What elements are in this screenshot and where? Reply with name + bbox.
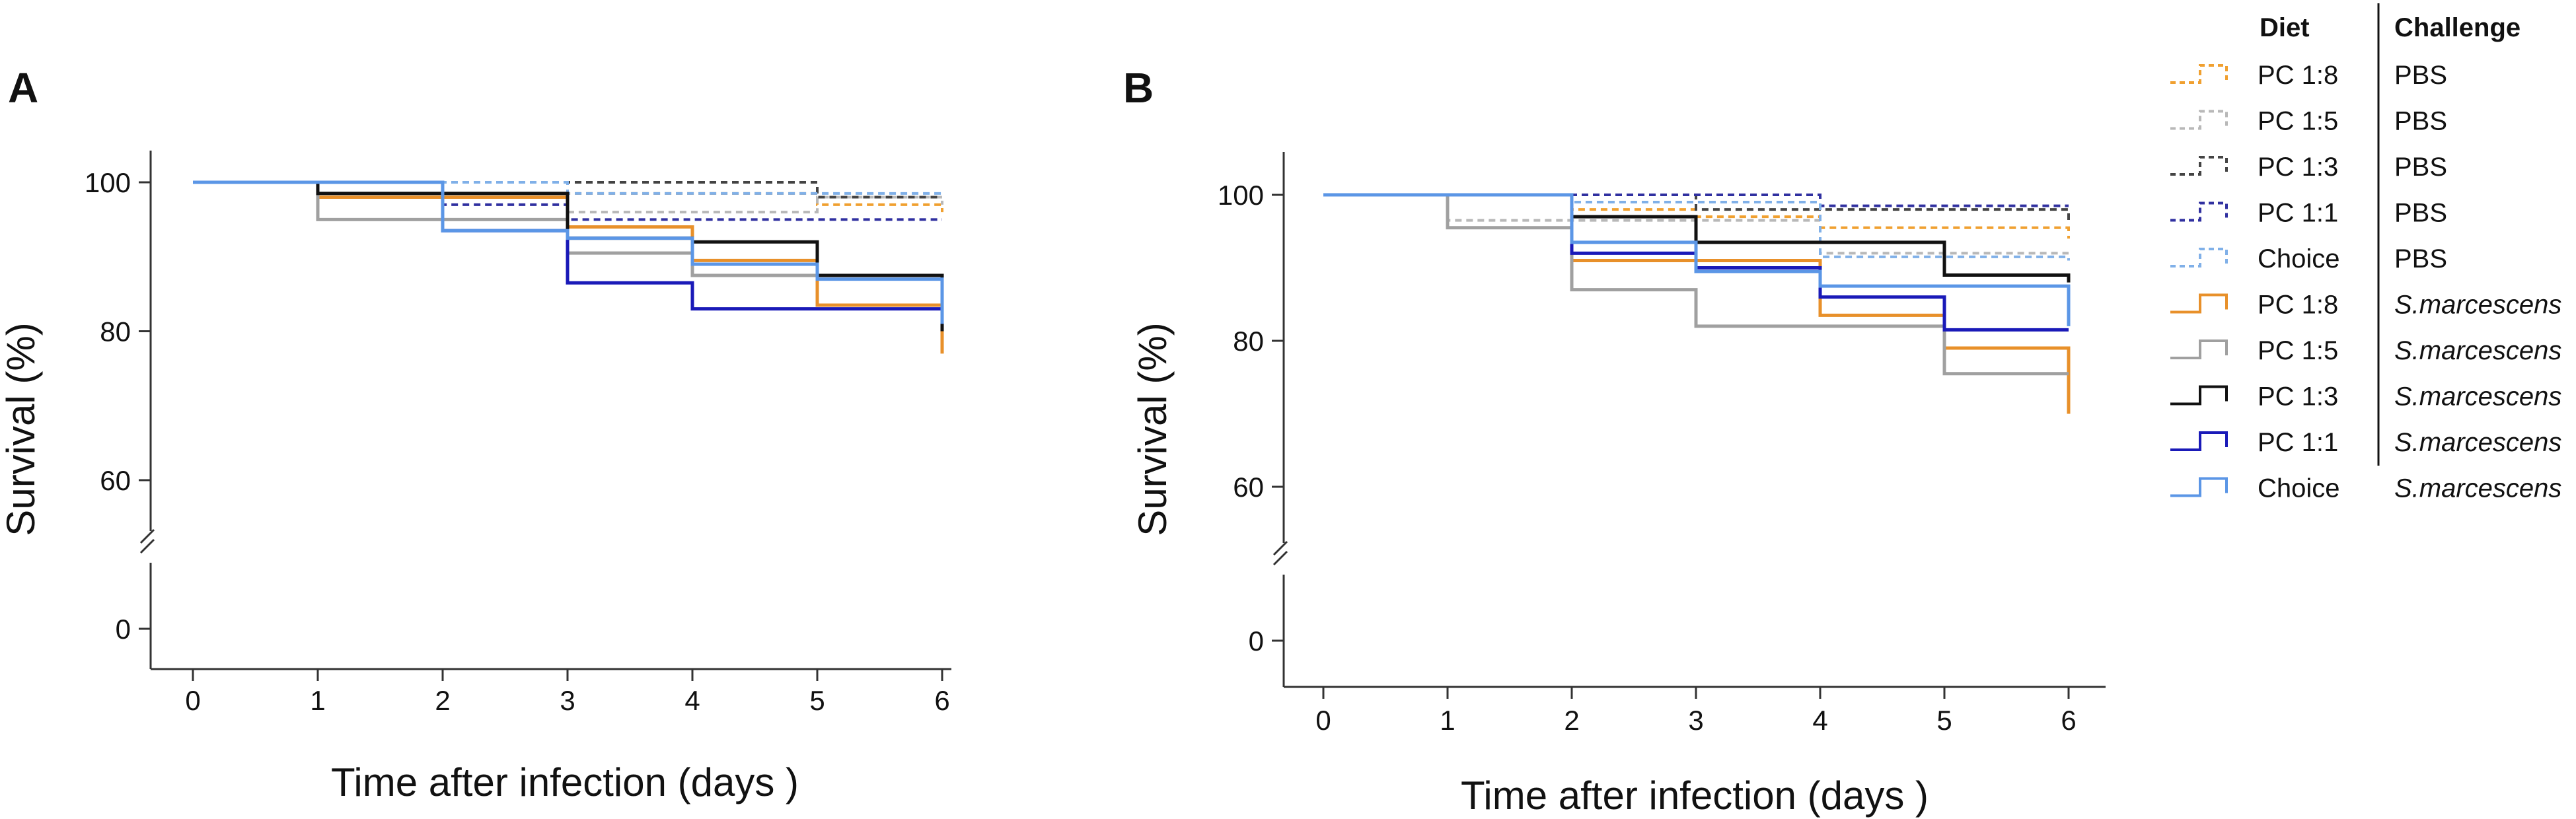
legend-diet-label: PC 1:8	[2258, 291, 2338, 320]
legend-challenge-label: S.marcescens	[2394, 428, 2561, 457]
legend-diet-label: Choice	[2258, 244, 2340, 273]
panel-a-x-tick-label: 0	[185, 685, 200, 716]
panel-b-y-tick-label: 100	[1218, 180, 1264, 211]
panel-b-axis-break-mark	[1272, 540, 1288, 556]
panel-b-x-tick-label: 4	[1812, 705, 1827, 736]
panel-a-x-tick-label: 2	[435, 685, 450, 716]
panel-a-axis-break-mark	[139, 538, 155, 554]
panel-b-x-tick-label: 5	[1936, 705, 1952, 736]
legend-challenge-label: PBS	[2394, 153, 2447, 182]
legend-diet-label: Choice	[2258, 474, 2340, 503]
legend-challenge-label: PBS	[2394, 61, 2447, 90]
panel-b-x-tick-label: 6	[2061, 705, 2076, 736]
panel-a-x-tick-label: 6	[934, 685, 949, 716]
legend-diet-label: PC 1:8	[2258, 61, 2338, 90]
legend-swatch	[2170, 248, 2228, 267]
legend-diet-header: Diet	[2260, 13, 2310, 42]
legend-challenge-header: Challenge	[2394, 13, 2521, 42]
panel-b-x-tick-label: 0	[1315, 705, 1331, 736]
legend-diet-label: PC 1:1	[2258, 428, 2338, 457]
panel-a-x-tick-label: 5	[809, 685, 825, 716]
panel-a-x-axis-title: Time after infection (days )	[331, 760, 799, 804]
legend-diet-label: PC 1:1	[2258, 199, 2338, 228]
panel-a-y-tick-label: 60	[100, 465, 131, 496]
panel-a-x-tick-label: 4	[684, 685, 700, 716]
panel-b-x-tick-label: 2	[1564, 705, 1579, 736]
panel-b-label: B	[1123, 64, 1154, 112]
panel-b-x-tick-label: 3	[1688, 705, 1703, 736]
legend-swatch	[2170, 339, 2228, 359]
panel-a-x-tick-label: 3	[560, 685, 575, 716]
panel-b-series-6	[1323, 193, 2069, 376]
panel-a-series-0	[193, 181, 943, 213]
panel-a-y-tick-label: 100	[85, 167, 131, 198]
legend-swatch	[2170, 477, 2228, 497]
legend-challenge-label: S.marcescens	[2394, 291, 2561, 320]
legend-swatch	[2170, 293, 2228, 314]
panel-b-y-axis-title: Survival (%)	[1130, 322, 1175, 536]
legend: Diet Challenge PC 1:8 PBS PC 1:5 PBS PC 1:3 PBS…	[2170, 3, 2561, 503]
panel-b-y-tick-label: 80	[1233, 326, 1264, 357]
panel-b-axis-break-mark	[1272, 550, 1288, 566]
legend-challenge-label: S.marcescens	[2394, 474, 2561, 503]
panel-b-x-axis-title: Time after infection (days )	[1461, 773, 1929, 818]
legend-swatch	[2170, 156, 2228, 176]
panel-a-series-4	[193, 181, 942, 195]
legend-swatch	[2170, 110, 2228, 130]
legend-challenge-label: PBS	[2394, 244, 2447, 273]
panel-b-x-tick-label: 1	[1440, 705, 1455, 736]
legend-swatch	[2170, 201, 2228, 222]
legend-diet-label: PC 1:3	[2258, 382, 2338, 411]
legend-diet-label: PC 1:3	[2258, 153, 2338, 182]
legend-diet-label: PC 1:5	[2258, 336, 2338, 365]
legend-challenge-label: S.marcescens	[2394, 382, 2561, 411]
panel-a-label: A	[8, 64, 38, 112]
panel-b-y-tick-label: 60	[1233, 472, 1264, 503]
panel-b-series-2	[1323, 194, 2070, 225]
legend-challenge-label: PBS	[2394, 107, 2447, 136]
legend-swatch	[2170, 64, 2228, 84]
legend-challenge-label: PBS	[2394, 199, 2447, 228]
panel-a-x-tick-label: 1	[310, 685, 325, 716]
panel-a-axis-break-mark	[139, 528, 155, 544]
panel-a-y-axis-title: Survival (%)	[0, 322, 43, 536]
legend-challenge-label: S.marcescens	[2394, 336, 2561, 365]
panel-a-y-tick-label: 0	[116, 614, 131, 645]
panel-a-series-9	[193, 180, 944, 324]
panel-b-series-9	[1323, 193, 2071, 326]
panel-b-series-3	[1323, 194, 2069, 207]
panel-b-y-tick-label: 0	[1249, 625, 1264, 657]
panel-a-y-tick-label: 80	[100, 316, 131, 347]
legend-swatch	[2170, 431, 2228, 451]
legend-swatch	[2170, 385, 2228, 406]
legend-diet-label: PC 1:5	[2258, 107, 2338, 136]
